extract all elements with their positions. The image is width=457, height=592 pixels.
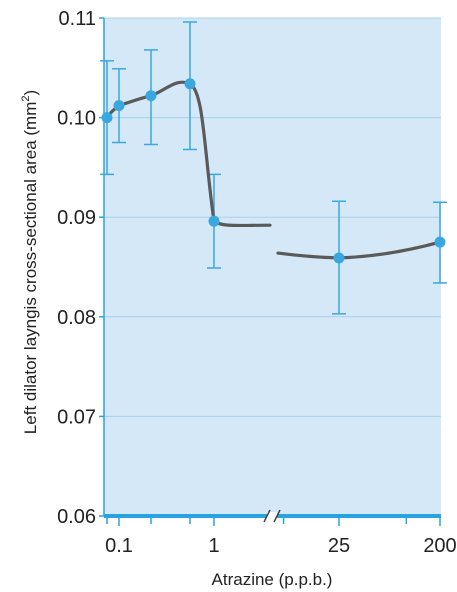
x-tick-label: 0.1 — [105, 535, 133, 557]
y-tick-label: 0.07 — [57, 406, 96, 428]
data-point — [208, 215, 220, 227]
data-point — [434, 236, 446, 248]
y-axis-title-main: Left dilator layngis cross-sectional are… — [21, 102, 40, 435]
y-tick-label: 0.08 — [57, 307, 96, 329]
data-point — [145, 90, 157, 102]
data-point — [113, 100, 125, 112]
x-axis: 0.1 1 25 200 — [104, 509, 457, 557]
y-tick-label: 0.06 — [57, 506, 96, 528]
axis-break-gap — [267, 512, 277, 520]
y-axis-title-close: ) — [21, 90, 40, 96]
y-axis-title-superscript: 2 — [20, 95, 32, 101]
x-tick-label: 1 — [208, 535, 219, 557]
gridlines — [104, 17, 441, 417]
y-tick-label: 0.10 — [57, 108, 96, 130]
axis-break-mark — [263, 509, 271, 523]
data-point — [101, 112, 113, 124]
data-point — [333, 252, 345, 264]
data-point — [184, 78, 196, 90]
y-tick-label: 0.11 — [59, 8, 96, 30]
plot-background — [104, 18, 441, 516]
axis-break-mark — [273, 509, 281, 523]
x-tick-label: 200 — [423, 535, 456, 557]
y-tick-label: 0.09 — [57, 207, 96, 229]
x-axis-title: Atrazine (p.p.b.) — [212, 570, 333, 589]
y-axis: 0.06 0.07 0.08 0.09 0.10 0.11 — [57, 8, 105, 528]
y-axis-title: Left dilator layngis cross-sectional are… — [20, 90, 40, 434]
markers — [101, 78, 446, 264]
x-tick-label: 25 — [328, 535, 350, 557]
